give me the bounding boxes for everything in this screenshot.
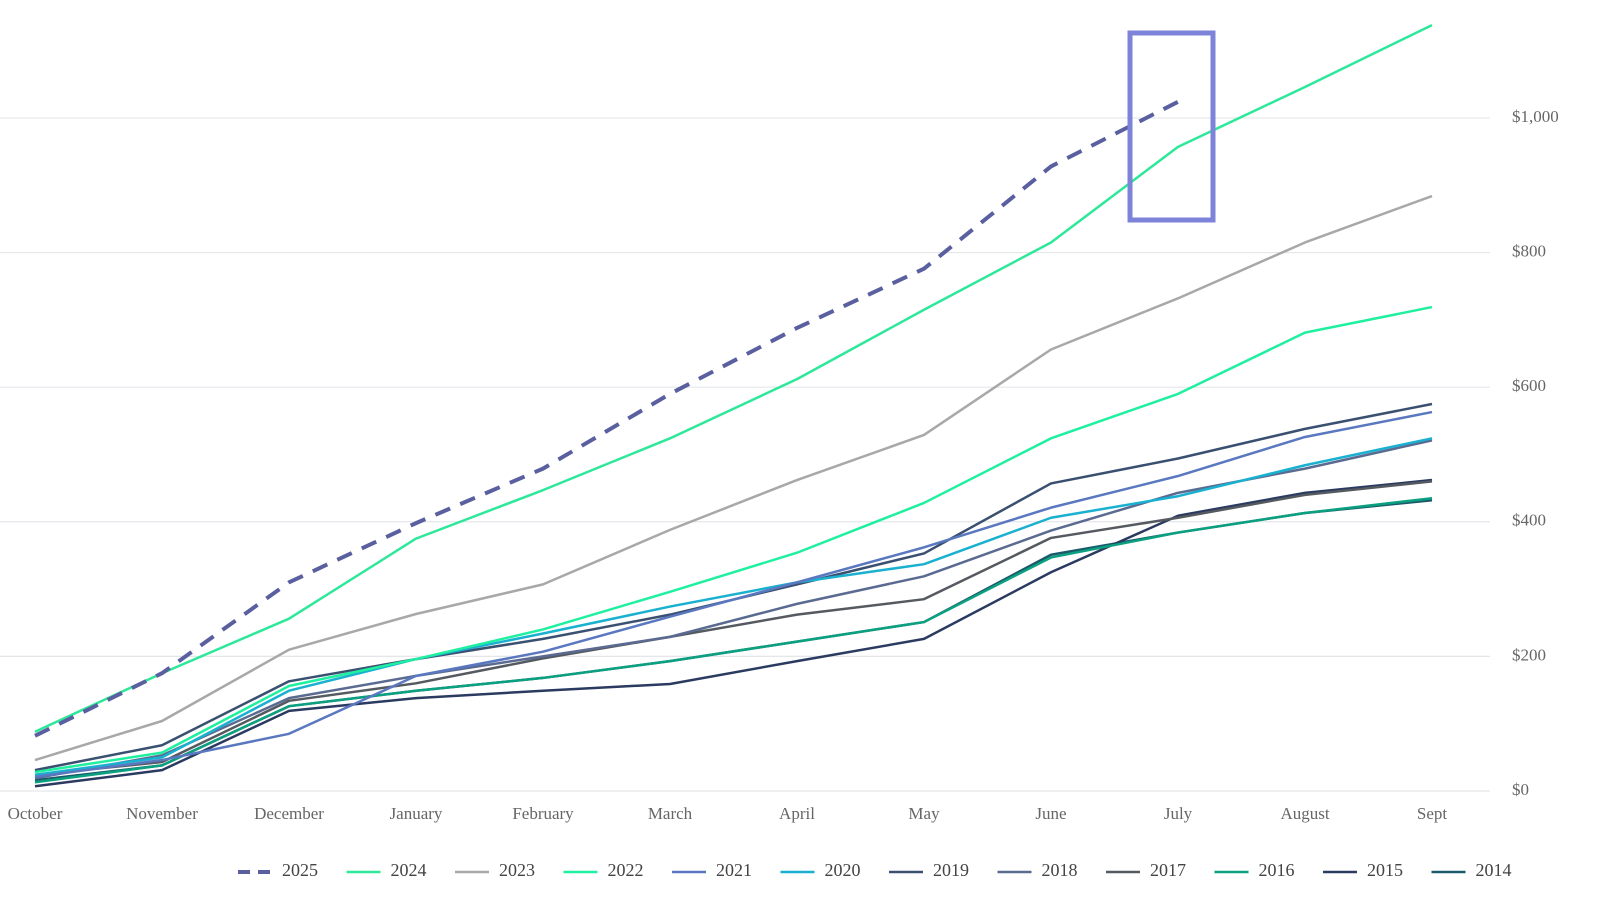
y-tick-label: $800	[1512, 241, 1546, 260]
legend-label: 2019	[933, 860, 969, 880]
y-tick-label: $600	[1512, 376, 1546, 395]
series-line	[34, 305, 1433, 774]
x-tick-label: May	[908, 804, 940, 823]
series-line	[34, 23, 1433, 733]
legend-label: 2017	[1150, 860, 1186, 880]
x-tick-label: April	[779, 804, 815, 823]
legend-label: 2021	[716, 860, 752, 880]
legend-label: 2016	[1259, 860, 1295, 880]
series-line	[34, 439, 1433, 780]
legend-label: 2022	[608, 860, 644, 880]
legend-label: 2025	[282, 860, 318, 880]
x-tick-label: February	[512, 804, 574, 823]
x-tick-label: March	[648, 804, 693, 823]
legend-label: 2015	[1367, 860, 1403, 880]
y-tick-label: $1,000	[1512, 107, 1559, 126]
series-line	[34, 100, 1179, 738]
series-line	[34, 410, 1433, 779]
y-tick-label: $0	[1512, 780, 1529, 799]
y-tick-label: $200	[1512, 645, 1546, 664]
y-tick-label: $400	[1512, 511, 1546, 530]
x-tick-label: November	[126, 804, 198, 823]
x-tick-label: June	[1035, 804, 1066, 823]
series-line	[34, 437, 1433, 777]
legend-label: 2024	[391, 860, 427, 880]
series-line	[34, 496, 1433, 784]
x-tick-label: October	[8, 804, 63, 823]
legend-label: 2023	[499, 860, 535, 880]
legend-label: 2018	[1042, 860, 1078, 880]
series-line	[34, 478, 1433, 788]
x-tick-label: January	[390, 804, 443, 823]
legend-label: 2014	[1476, 860, 1512, 880]
x-tick-label: August	[1280, 804, 1329, 823]
x-tick-label: December	[254, 804, 324, 823]
series-line	[34, 194, 1433, 762]
series-line	[34, 480, 1433, 777]
x-tick-label: July	[1164, 804, 1193, 823]
series-line	[34, 499, 1433, 782]
x-tick-label: Sept	[1417, 804, 1448, 823]
highlight-box	[1127, 30, 1216, 223]
legend-label: 2020	[825, 860, 861, 880]
